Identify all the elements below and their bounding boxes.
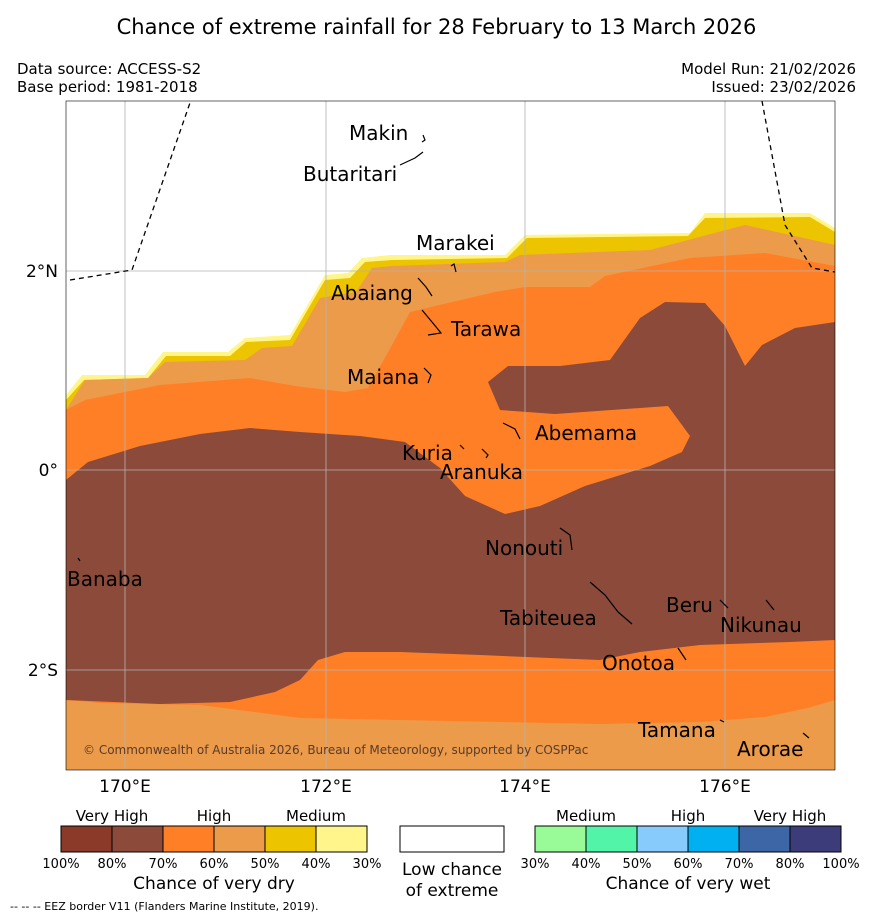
label-marakei: Marakei xyxy=(416,231,495,255)
legend-swatch xyxy=(111,825,164,853)
legend-tick: 40% xyxy=(302,857,331,872)
label-abaiang: Abaiang xyxy=(331,281,413,305)
legend-swatch xyxy=(60,825,113,853)
label-tarawa: Tarawa xyxy=(450,317,521,341)
legend-tick: 50% xyxy=(623,857,652,872)
neutral-swatch xyxy=(399,825,505,853)
base-period: Base period: 1981-2018 xyxy=(17,78,198,96)
legend-header: High xyxy=(671,807,705,825)
rainfall-map xyxy=(66,101,835,770)
model-run: Model Run: 21/02/2026 xyxy=(681,60,856,78)
legend-swatch xyxy=(162,825,215,853)
legend-swatch xyxy=(213,825,266,853)
legend-swatch xyxy=(534,825,587,853)
copyright-notice: © Commonwealth of Australia 2026, Bureau… xyxy=(83,743,588,757)
label-butaritari: Butaritari xyxy=(303,162,397,186)
lon-label: 172°E xyxy=(300,777,352,797)
label-makin: Makin xyxy=(349,121,408,145)
lon-label: 174°E xyxy=(499,777,551,797)
label-maiana: Maiana xyxy=(347,365,419,389)
lon-label: 176°E xyxy=(699,777,751,797)
legend-tick: 80% xyxy=(98,857,127,872)
legend-swatch xyxy=(264,825,317,853)
legend-tick: 50% xyxy=(251,857,280,872)
legend-tick: 60% xyxy=(674,857,703,872)
lat-label: 0° xyxy=(39,461,58,481)
legend-tick: 100% xyxy=(42,857,79,872)
legend-tick: 30% xyxy=(353,857,382,872)
map-frame xyxy=(65,100,836,771)
legend-caption: of extreme xyxy=(406,881,499,901)
legend-neutral: Low chance of extreme xyxy=(399,825,505,901)
legend-tick: 60% xyxy=(200,857,229,872)
legend-tick: 30% xyxy=(521,857,550,872)
legend-tick: 40% xyxy=(572,857,601,872)
legend-swatch xyxy=(738,825,791,853)
label-onotoa: Onotoa xyxy=(602,651,675,675)
label-tamana: Tamana xyxy=(637,718,716,742)
legend-caption: Chance of very dry xyxy=(133,874,295,894)
legend-header: Medium xyxy=(556,807,616,825)
legend-swatch xyxy=(636,825,689,853)
legend-caption: Low chance xyxy=(402,860,502,880)
label-nikunau: Nikunau xyxy=(720,613,802,637)
graticule xyxy=(66,101,835,770)
label-abemama: Abemama xyxy=(535,421,637,445)
lat-label: 2°S xyxy=(28,661,58,681)
map-title: Chance of extreme rainfall for 28 Februa… xyxy=(116,15,757,39)
issued-date: Issued: 23/02/2026 xyxy=(711,78,856,96)
label-arorae: Arorae xyxy=(737,737,803,761)
legend-tick: 80% xyxy=(776,857,805,872)
data-info: Data source: ACCESS-S2 Base period: 1981… xyxy=(17,60,201,96)
legend-dry: Very High High Medium 100% 80% 70% 60% 5… xyxy=(42,807,381,894)
axis-labels: 170°E 172°E 174°E 176°E 2°N 0° 2°S xyxy=(26,262,751,797)
lon-label: 170°E xyxy=(99,777,151,797)
legend-swatch xyxy=(687,825,740,853)
zone-very-high-dry xyxy=(66,302,835,704)
legend-tick: 70% xyxy=(149,857,178,872)
legend-header: Medium xyxy=(286,807,346,825)
legend-header: Very High xyxy=(754,807,827,825)
label-nonouti: Nonouti xyxy=(485,536,563,560)
label-kuria: Kuria xyxy=(402,441,453,465)
legend-swatch xyxy=(789,825,842,853)
data-source: Data source: ACCESS-S2 xyxy=(17,60,202,78)
dry-swatches xyxy=(60,825,368,853)
legend-header: High xyxy=(197,807,231,825)
label-beru: Beru xyxy=(666,593,713,617)
label-tabiteuea: Tabiteuea xyxy=(499,606,597,630)
label-banaba: Banaba xyxy=(67,567,143,591)
run-info: Model Run: 21/02/2026 Issued: 23/02/2026 xyxy=(681,60,856,96)
lat-label: 2°N xyxy=(26,262,58,282)
legend-header: Very High xyxy=(76,807,149,825)
eez-border xyxy=(69,101,835,281)
legend-tick: 70% xyxy=(725,857,754,872)
legend-tick: 100% xyxy=(822,857,859,872)
legend-wet: Medium High Very High 30% 40% 50% 60% 70… xyxy=(521,807,860,894)
wet-swatches xyxy=(534,825,842,853)
legend-caption: Chance of very wet xyxy=(606,874,771,894)
islands xyxy=(77,134,810,739)
place-labels: Makin Butaritari Marakei Abaiang Tarawa … xyxy=(67,121,803,761)
eez-footnote: -- -- -- EEZ border V11 (Flanders Marine… xyxy=(10,900,319,913)
legend-swatch xyxy=(585,825,638,853)
label-aranuka: Aranuka xyxy=(440,460,523,484)
legend-swatch xyxy=(315,825,368,853)
